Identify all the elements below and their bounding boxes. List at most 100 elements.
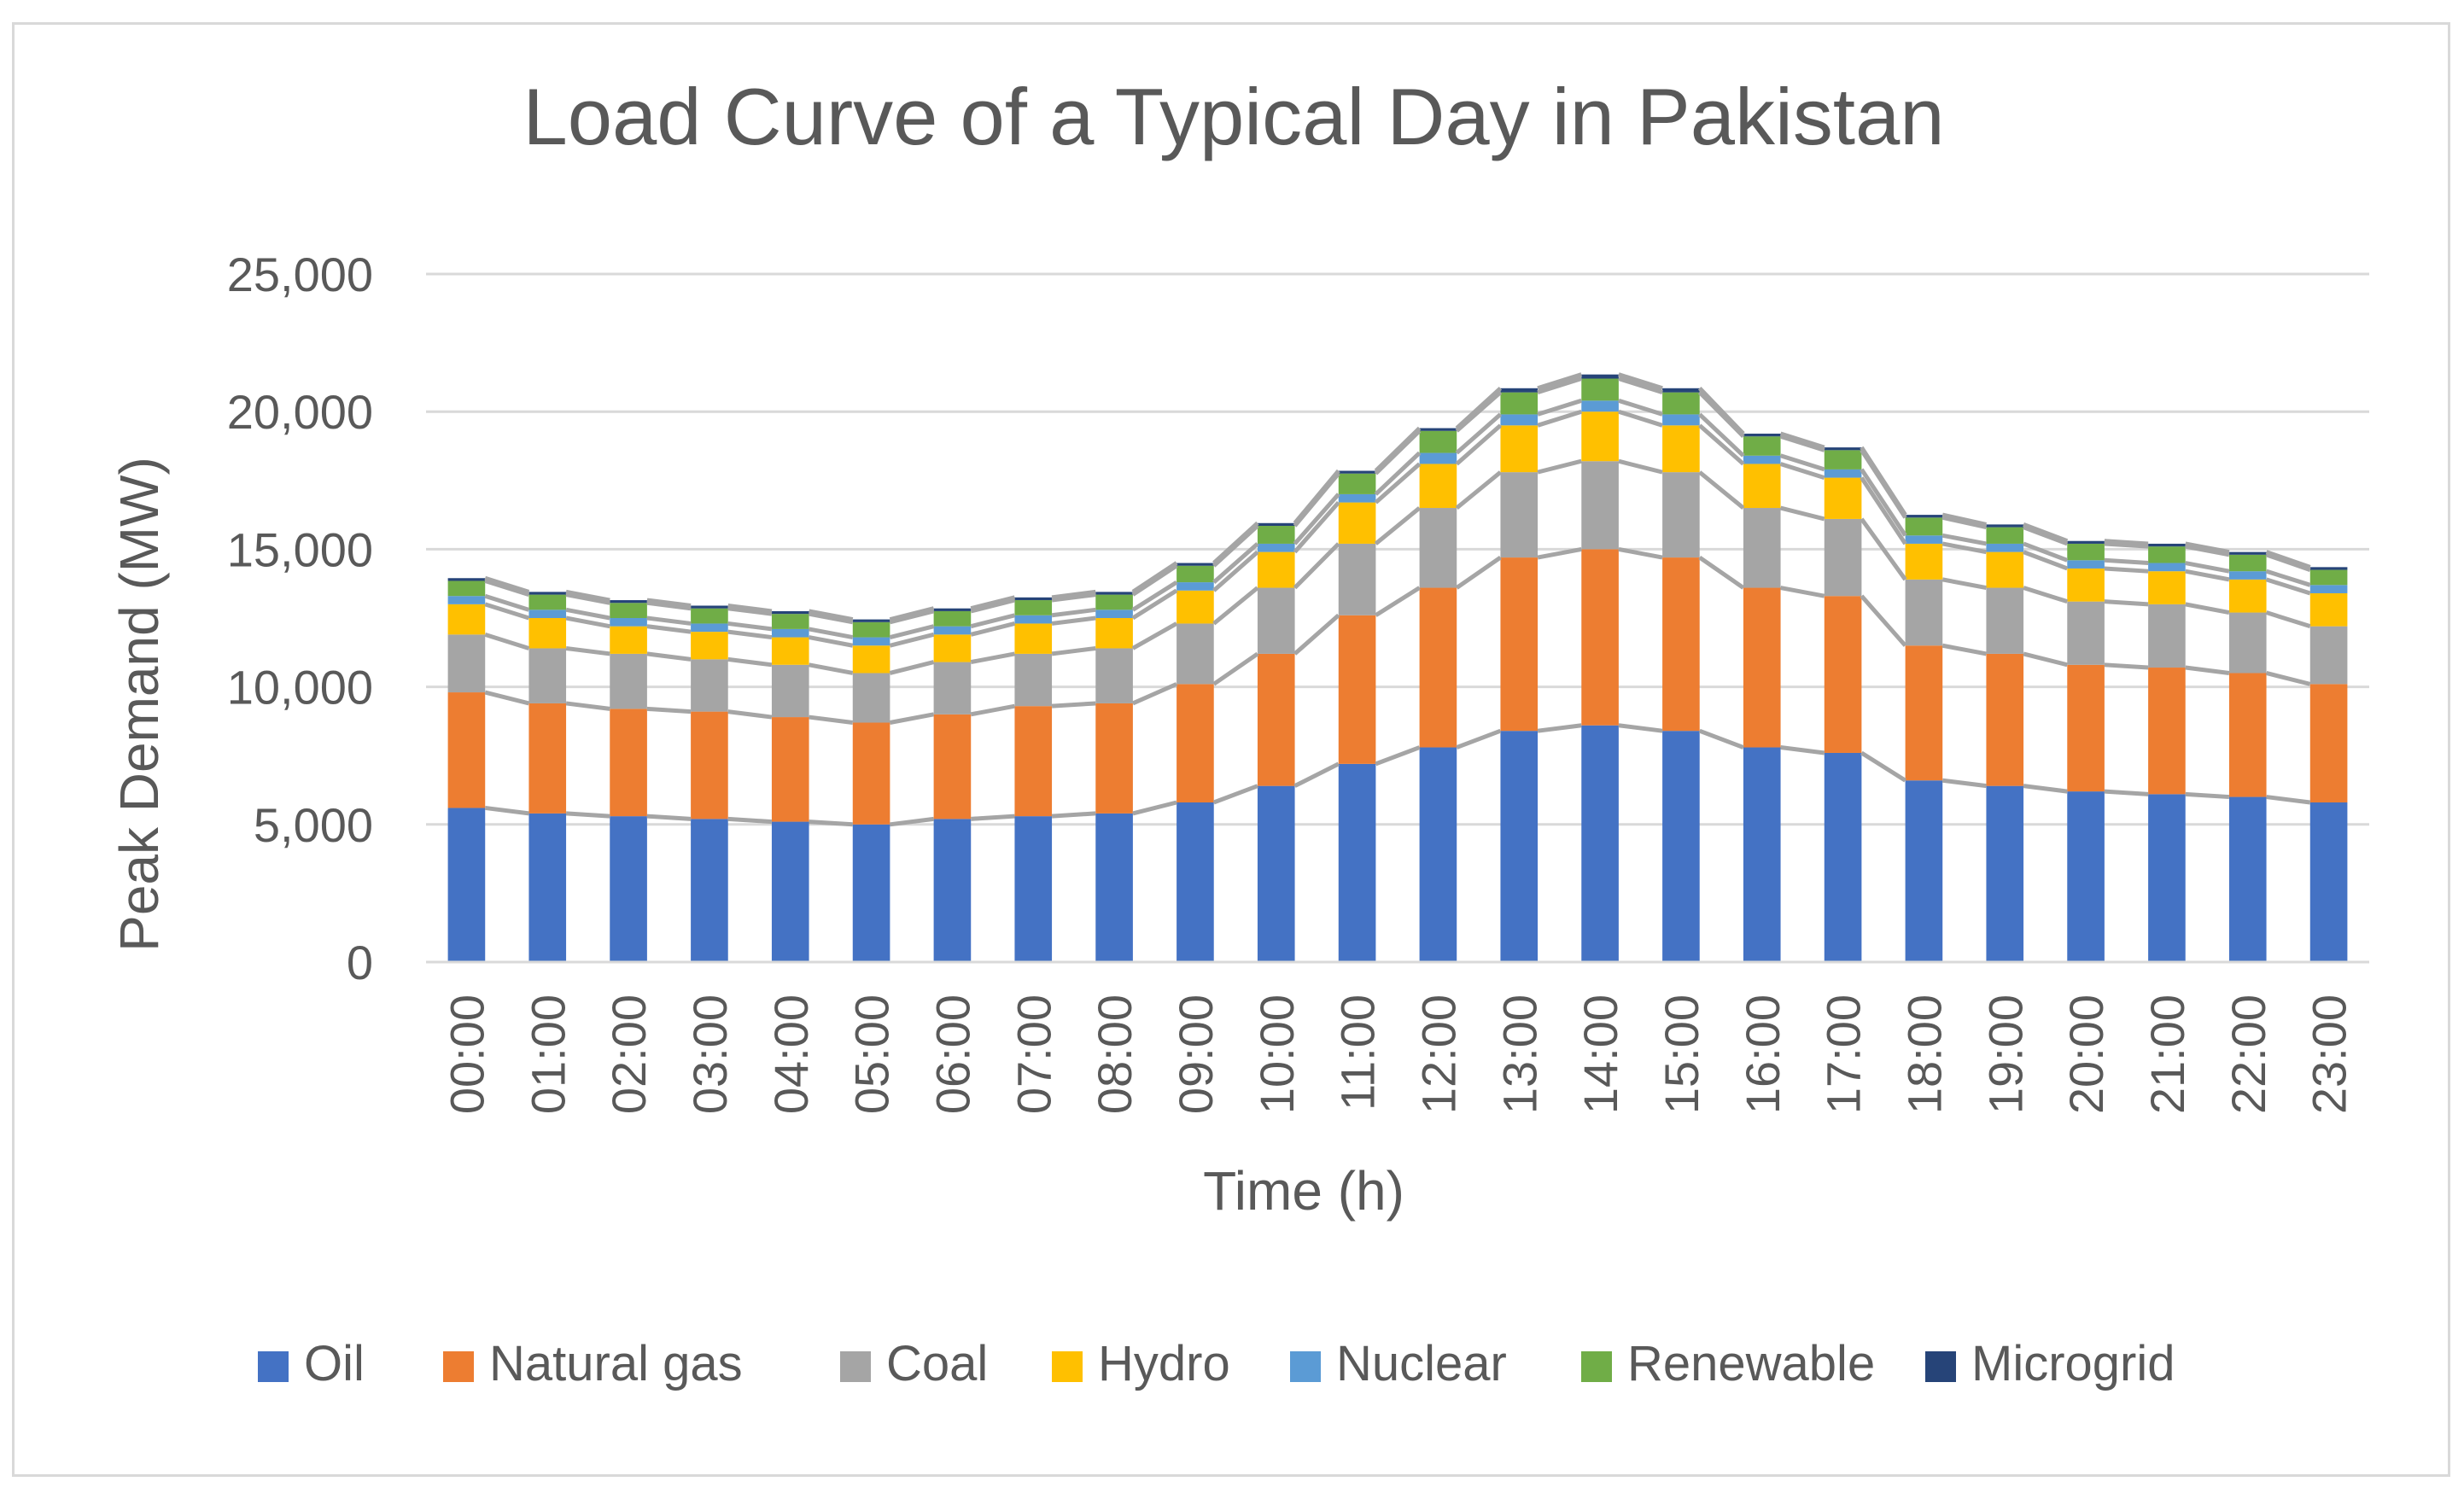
bar-segment	[610, 603, 647, 618]
x-tick-label: 06:00	[925, 994, 979, 1114]
bar-segment	[1338, 615, 1376, 764]
bar-segment	[2148, 571, 2186, 604]
bar-segment	[610, 618, 647, 627]
bar-segment	[2148, 546, 2186, 563]
bar-segment	[1419, 464, 1457, 509]
bar-segment	[852, 621, 890, 638]
bar-segment	[1662, 414, 1700, 426]
bar-segment	[691, 623, 728, 633]
bar-segment	[1662, 731, 1700, 962]
bar-segment	[1581, 378, 1619, 401]
bar-segment	[1338, 763, 1376, 962]
bar-segment	[1257, 785, 1295, 962]
legend-item: Oil	[258, 1336, 365, 1391]
legend-swatch	[1052, 1351, 1083, 1382]
bar-segment	[1743, 747, 1781, 962]
bar-segment	[1014, 653, 1053, 707]
y-tick-label: 15,000	[227, 522, 373, 576]
bar-segment	[691, 608, 728, 624]
legend-swatch	[1290, 1351, 1321, 1382]
bar-segment	[1177, 802, 1214, 962]
bar-segment	[1177, 623, 1214, 685]
bar-segment	[1905, 579, 1943, 646]
bar-segment	[1014, 706, 1053, 817]
bar-segment	[2067, 664, 2105, 792]
bar-segment	[1662, 472, 1700, 558]
bar-segment	[1095, 648, 1133, 703]
bar-segment	[933, 819, 972, 962]
bar-segment	[1338, 473, 1376, 494]
bar-segment	[1986, 653, 2024, 786]
bar-segment	[1824, 477, 1862, 519]
x-tick-label: 23:00	[2303, 994, 2356, 1114]
legend-item: Coal	[840, 1336, 988, 1391]
legend-item: Natural gas	[443, 1336, 743, 1391]
bar-segment	[447, 578, 486, 581]
bar-segment	[1014, 615, 1053, 624]
bar-segment	[447, 580, 486, 597]
bar-segment	[1743, 508, 1781, 588]
x-tick-label: 20:00	[2059, 994, 2113, 1114]
bar-segment	[1014, 816, 1053, 962]
legend: Oil Natural gas Coal Hydro Nuclear Renewable M…	[258, 1336, 2175, 1391]
bar-segment	[1095, 703, 1133, 814]
x-tick-label: 14:00	[1574, 994, 1627, 1114]
bar-segment	[1500, 472, 1539, 558]
bar-segment	[1014, 597, 1053, 601]
x-tick-label: 16:00	[1736, 994, 1790, 1114]
bar-segment	[528, 703, 567, 814]
bar-segment	[1743, 464, 1781, 509]
bar-segment	[771, 614, 809, 629]
bar-segment	[1014, 623, 1053, 654]
bar-segment	[2067, 601, 2105, 665]
bar-segment	[691, 711, 728, 819]
legend-label: Natural gas	[489, 1336, 743, 1391]
bar-segment	[447, 634, 486, 693]
bar-segment	[1419, 428, 1457, 431]
x-tick-label: 03:00	[683, 994, 737, 1114]
bar-segment	[1419, 587, 1457, 748]
bar-segment	[447, 596, 486, 604]
bar-segment	[610, 653, 647, 709]
x-tick-label: 10:00	[1250, 994, 1304, 1114]
bar-segment	[1095, 618, 1133, 649]
bar-segment	[933, 714, 972, 819]
bar-segment	[528, 610, 567, 618]
series-lines	[484, 372, 2311, 827]
bar-segment	[1662, 388, 1700, 393]
bar-segment	[1419, 508, 1457, 588]
y-tick-label: 25,000	[227, 248, 373, 301]
bar-segment	[933, 662, 972, 715]
bar-segment	[1581, 374, 1619, 379]
bar-segment	[1905, 780, 1943, 962]
bar-segment	[2309, 684, 2348, 803]
bar-segment	[1743, 587, 1781, 748]
bar-segment	[1177, 563, 1214, 566]
y-axis-title: Peak Demand (MW)	[108, 457, 170, 952]
bar-segment	[1581, 411, 1619, 462]
bar-segment	[1095, 592, 1133, 595]
bar-segment	[1500, 388, 1539, 393]
bar-segment	[2309, 802, 2348, 962]
x-tick-label: 17:00	[1817, 994, 1871, 1114]
bar-segment	[1257, 522, 1295, 526]
bar-segment	[1824, 469, 1862, 478]
x-tick-label: 19:00	[1978, 994, 2032, 1114]
bar-segment	[1177, 684, 1214, 803]
bar-segment	[1905, 515, 1943, 518]
bar-segment	[852, 645, 890, 674]
chart-title: Load Curve of a Typical Day in Pakistan	[523, 72, 1944, 161]
series-line	[484, 723, 2311, 827]
chart-frame: Load Curve of a Typical Day in Pakistan …	[12, 22, 2450, 1477]
bar-segment	[1662, 557, 1700, 732]
bar-segment	[933, 626, 972, 635]
bar-segment	[2309, 569, 2348, 586]
bar-segment	[528, 594, 567, 610]
bar-segment	[1095, 594, 1133, 610]
axes: 0 5,000 10,000 15,000 20,000 25,000 00:00 01:00…	[227, 248, 2369, 1114]
bar-segment	[691, 819, 728, 962]
bar-segment	[1419, 452, 1457, 464]
bar-segment	[1986, 551, 2024, 588]
bar-segment	[852, 673, 890, 723]
bar-segment	[447, 604, 486, 635]
